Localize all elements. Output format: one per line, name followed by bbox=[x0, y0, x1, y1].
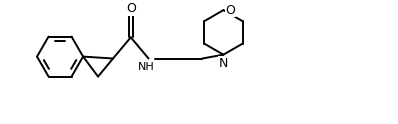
Text: O: O bbox=[126, 2, 136, 16]
Text: N: N bbox=[219, 57, 228, 70]
Text: NH: NH bbox=[138, 62, 155, 72]
Text: O: O bbox=[225, 4, 235, 17]
